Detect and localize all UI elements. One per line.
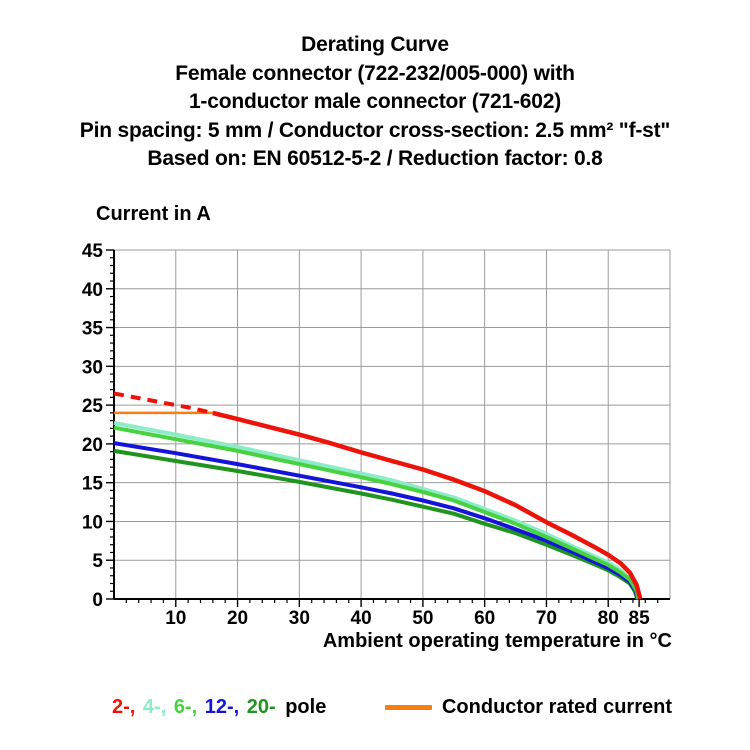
legend-pole-colors: 2-, 4-, 6-, 12-, 20- pole bbox=[112, 696, 328, 719]
curve-20-pole bbox=[113, 448, 640, 600]
y-tick-label: 10 bbox=[82, 512, 103, 533]
curve-2-pole bbox=[212, 410, 643, 600]
chart-subtitle-line-2: 1-conductor male connector (721-602) bbox=[188, 90, 562, 114]
x-tick-label: 40 bbox=[351, 608, 372, 629]
x-tick-label: 70 bbox=[536, 608, 557, 629]
x-axis-label: Ambient operating temperature in °C bbox=[322, 630, 672, 652]
y-tick-label: 40 bbox=[82, 280, 103, 301]
legend-pole-items: 2-, 4-, 6-, 12-, 20- bbox=[112, 696, 283, 718]
x-tick-label: 10 bbox=[165, 608, 186, 629]
x-tick-label: 85 bbox=[629, 608, 651, 629]
legend-rated-current: Conductor rated current bbox=[384, 696, 672, 719]
x-tick-label: 80 bbox=[598, 608, 619, 629]
curve-6-pole bbox=[113, 425, 641, 600]
y-axis-label: Current in A bbox=[96, 203, 211, 225]
y-tick-label: 30 bbox=[82, 357, 103, 378]
y-tick-label: 35 bbox=[82, 319, 104, 340]
curve-2-pole-extrapolated bbox=[113, 391, 214, 415]
chart-title-block: Derating Curve Female connector (722-232… bbox=[0, 31, 750, 174]
rated-current-swatch bbox=[384, 705, 432, 710]
legend-pole-6: 6-, bbox=[173, 696, 203, 718]
chart-title: Derating Curve bbox=[301, 33, 449, 56]
legend-pole-12: 12-, bbox=[204, 696, 245, 718]
chart-subtitle-line-4: Based on: EN 60512-5-2 / Reduction facto… bbox=[147, 147, 603, 171]
y-tick-label: 25 bbox=[82, 396, 104, 417]
y-tick-label: 5 bbox=[92, 551, 103, 572]
x-tick-label: 30 bbox=[289, 608, 310, 629]
x-tick-label: 50 bbox=[412, 608, 433, 629]
y-tick-label: 45 bbox=[82, 241, 104, 262]
y-tick-label: 15 bbox=[82, 474, 104, 495]
curve-4-pole bbox=[113, 420, 641, 600]
legend-pole-suffix: pole bbox=[285, 696, 327, 718]
chart-area: 10 20 30 40 50 60 70 80 85 0 5 10 15 20 25 30 35 40 45 bbox=[80, 236, 692, 634]
chart-subtitle-line-1: Female connector (722-232/005-000) with bbox=[175, 61, 575, 85]
chart-subtitle-line-3: Pin spacing: 5 mm / Conductor cross-sect… bbox=[79, 118, 671, 142]
derating-chart: 10 20 30 40 50 60 70 80 85 0 5 10 15 20 25 30 35 40 45 bbox=[82, 241, 671, 629]
legend-pole-2: 2-, bbox=[112, 696, 141, 718]
y-tick-label: 0 bbox=[92, 590, 103, 611]
x-tick-label: 60 bbox=[474, 608, 495, 629]
legend-pole-20: 20- bbox=[246, 696, 282, 718]
x-tick-label: 20 bbox=[227, 608, 248, 629]
legend-pole-4: 4-, bbox=[142, 696, 172, 718]
rated-current-label: Conductor rated current bbox=[441, 696, 672, 718]
y-tick-label: 20 bbox=[82, 435, 103, 456]
